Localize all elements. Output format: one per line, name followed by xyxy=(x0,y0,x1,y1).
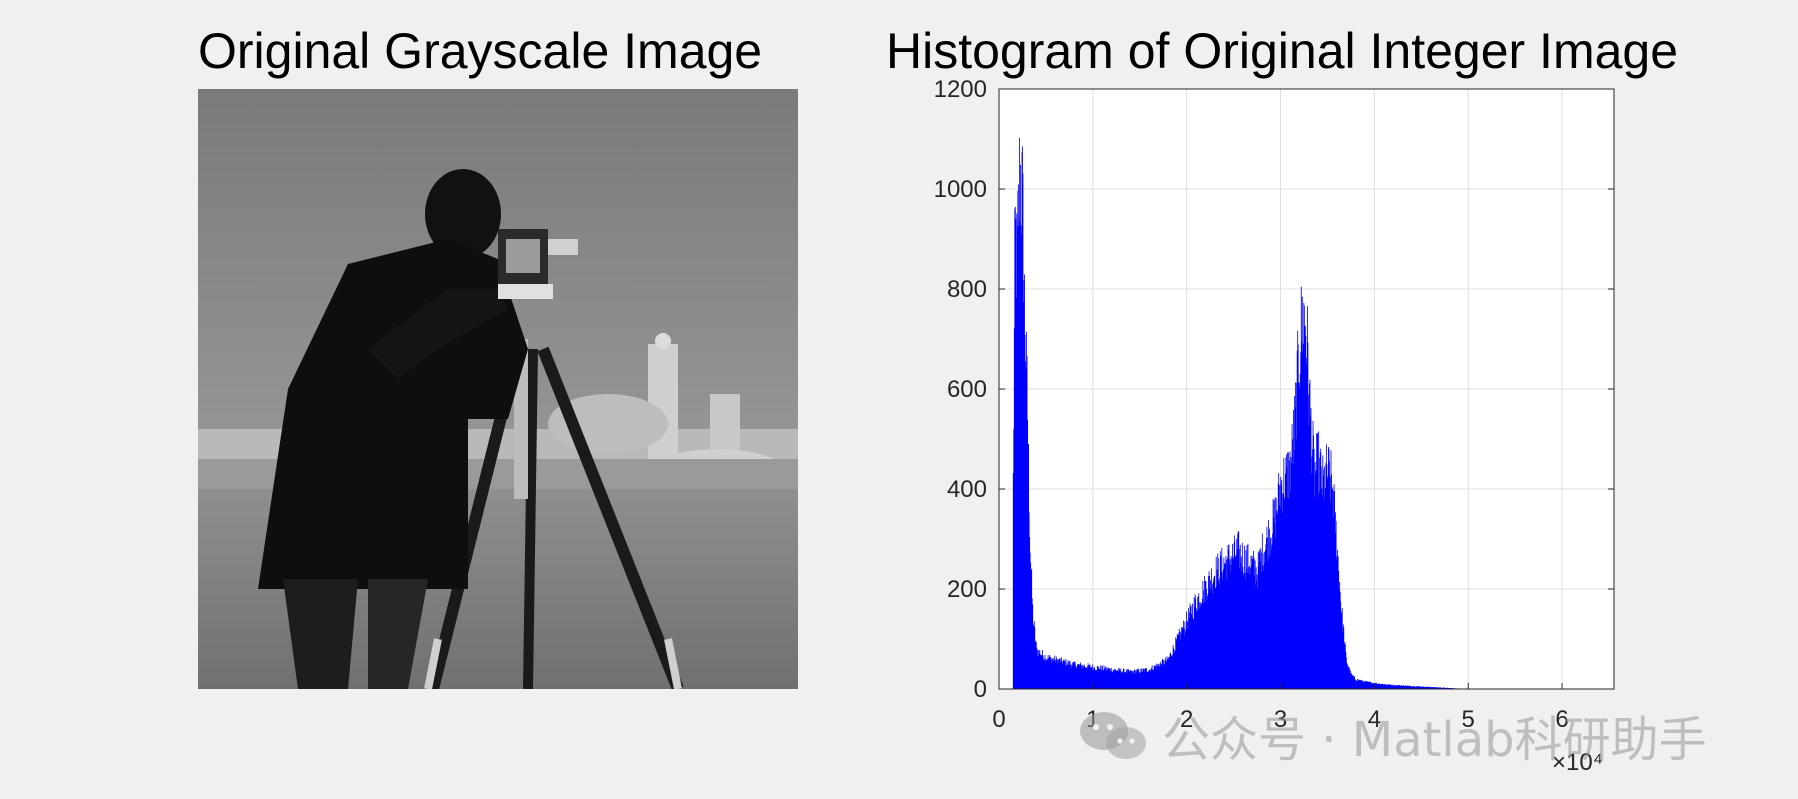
x-tick-label: 3 xyxy=(1274,706,1287,733)
chart-title: Histogram of Original Integer Image xyxy=(886,23,1679,79)
x-tick-label: 5 xyxy=(1462,706,1475,733)
x-tick-label: 0 xyxy=(992,706,1005,733)
wechat-icon xyxy=(1078,709,1148,777)
image-title: Original Grayscale Image xyxy=(198,23,763,79)
cameraman-image xyxy=(198,89,798,689)
y-tick-label: 1000 xyxy=(934,176,987,203)
x-exponent-label: ×10⁴ xyxy=(1552,749,1603,776)
watermark-text: 公众号 · Matlab科研助手 xyxy=(1162,712,1707,768)
y-tick-label: 600 xyxy=(947,376,987,403)
x-tick-label: 4 xyxy=(1368,706,1381,733)
y-tick-label: 0 xyxy=(974,676,987,703)
y-tick-label: 800 xyxy=(947,276,987,303)
watermark: 公众号 · Matlab科研助手 xyxy=(1078,700,1707,777)
y-tick-label: 1200 xyxy=(934,76,987,103)
y-tick-label: 400 xyxy=(947,476,987,503)
histogram-bars xyxy=(1012,137,1469,690)
x-tick-label: 6 xyxy=(1555,706,1568,733)
axis-ticks: 0123456020040060080010001200 xyxy=(934,76,1614,733)
x-tick-label: 2 xyxy=(1180,706,1193,733)
y-tick-label: 200 xyxy=(947,576,987,603)
